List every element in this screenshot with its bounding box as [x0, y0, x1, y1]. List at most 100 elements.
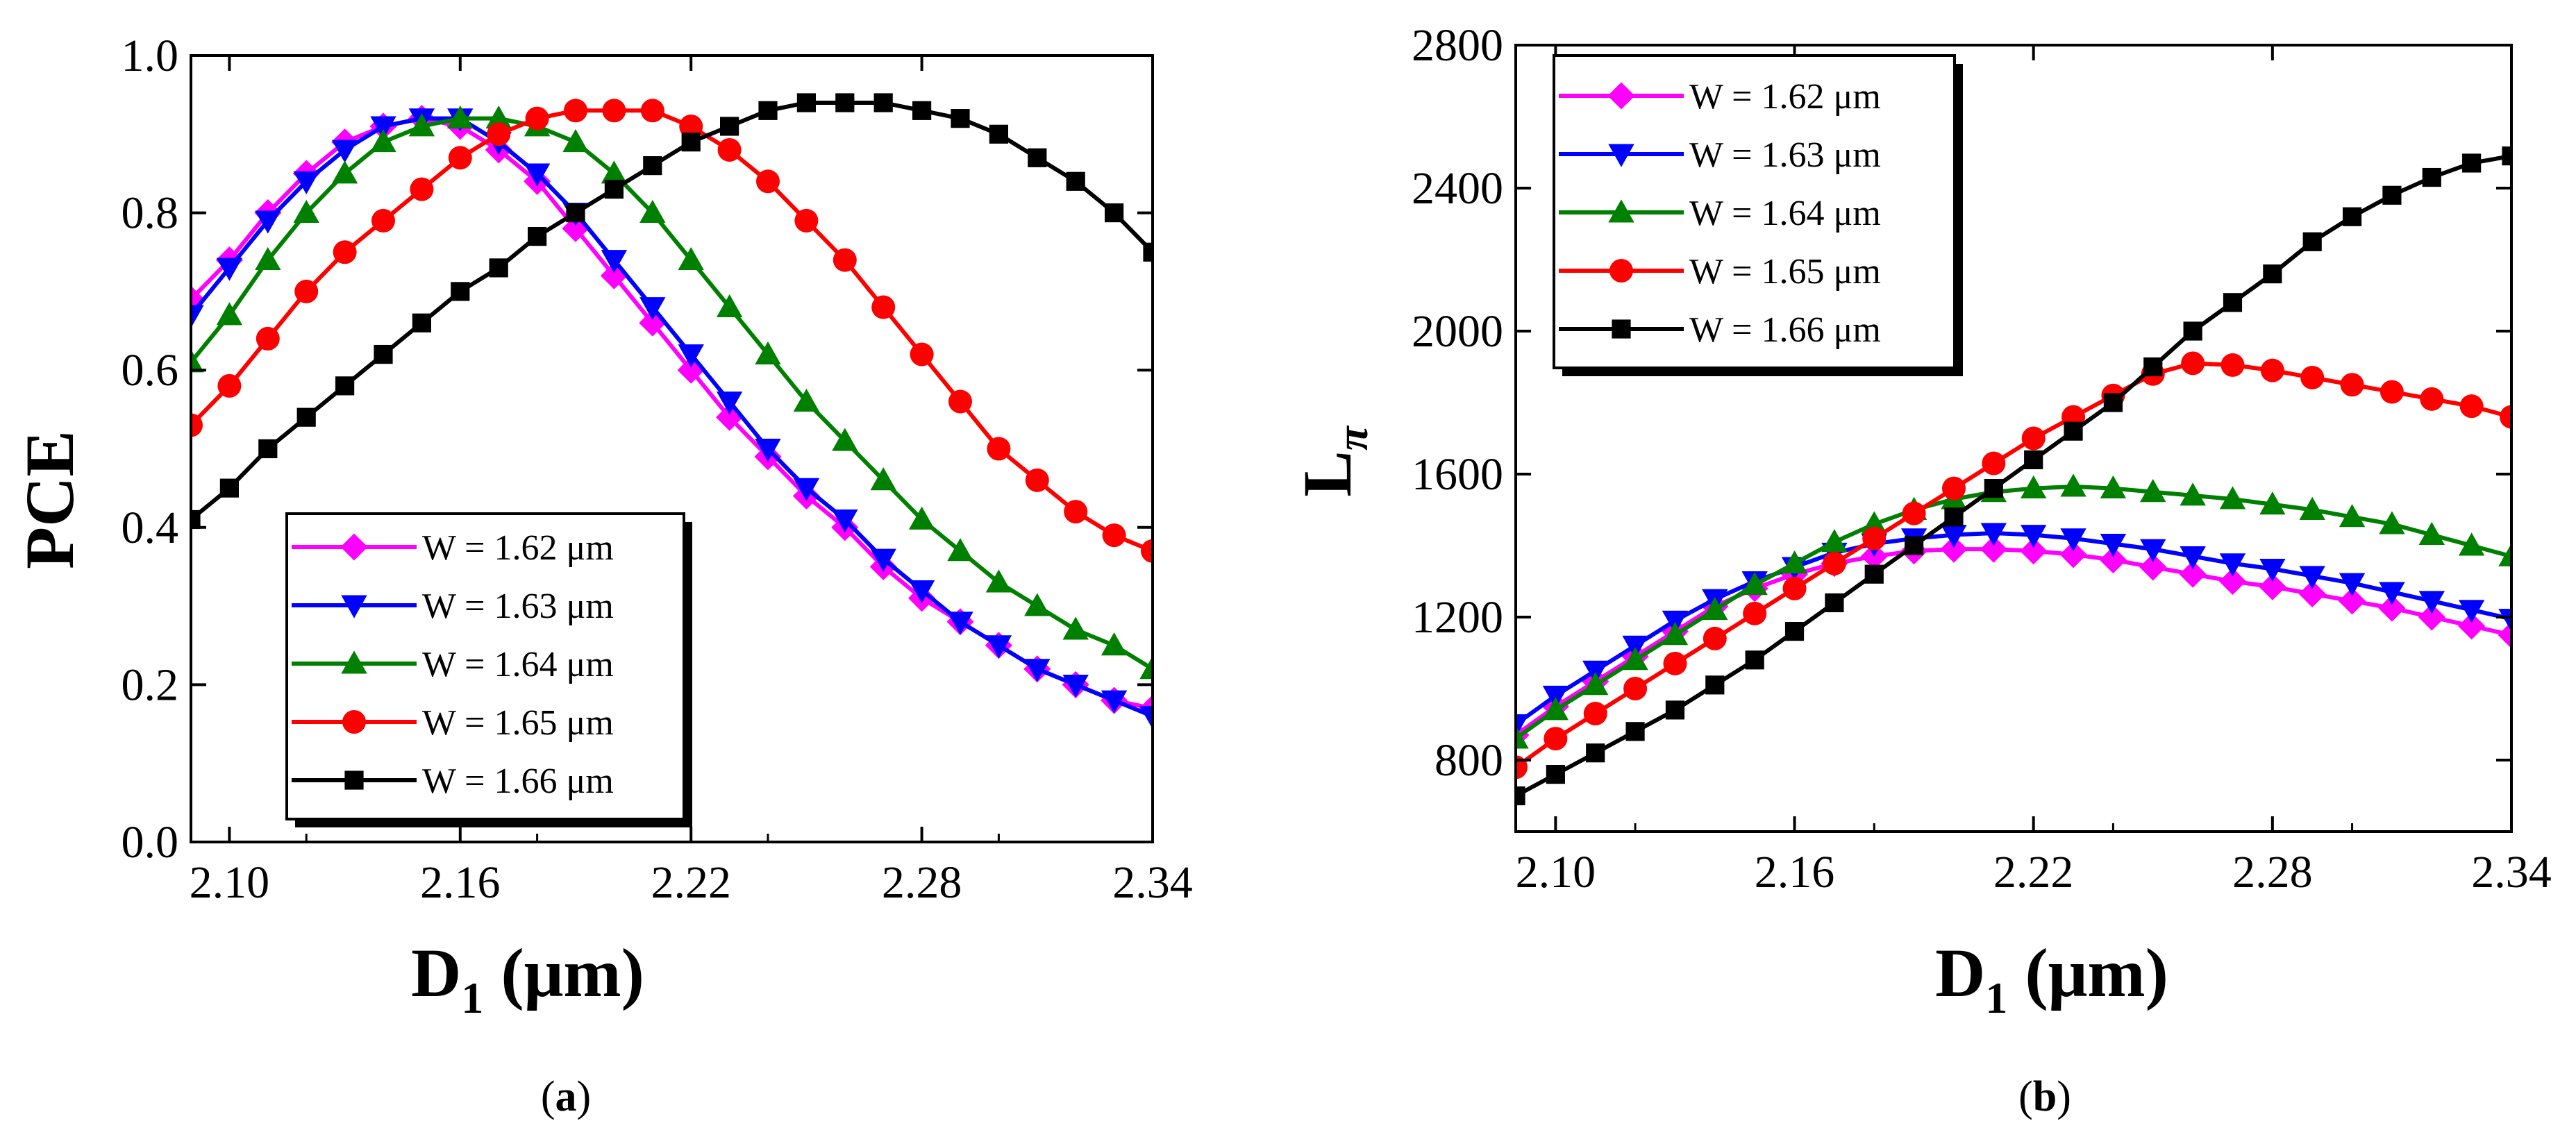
y-axis-label-a: PCE	[11, 430, 88, 569]
legend-label: W = 1.64 μm	[422, 645, 614, 684]
data-point	[947, 538, 973, 562]
data-point	[2103, 393, 2123, 412]
data-point	[487, 122, 511, 146]
data-point	[2020, 475, 2047, 499]
data-point	[1544, 727, 1568, 751]
data-point	[331, 140, 358, 163]
data-point	[255, 246, 281, 271]
data-point	[293, 199, 319, 224]
data-point	[255, 210, 281, 234]
data-point	[2220, 353, 2245, 377]
data-point	[758, 101, 778, 120]
x-axis-label-a: D1 (μm)	[411, 934, 644, 1022]
y-tick-label: 0.2	[122, 659, 179, 710]
data-point	[2059, 541, 2087, 568]
data-point	[602, 99, 626, 123]
data-point	[873, 93, 893, 112]
data-point	[1662, 622, 1689, 646]
data-point	[1141, 539, 1153, 563]
data-point	[2024, 450, 2043, 469]
panel-a-pce-chart: 2.10 2.16 2.22 2.28 2.34 0.0 0.2 0.4 0.6 0.8 1.0 P…	[11, 31, 1193, 1120]
legend-item-1: W = 1.62 μm	[292, 528, 614, 568]
data-point	[370, 128, 396, 153]
data-point	[1705, 675, 1725, 695]
data-point	[219, 478, 239, 498]
y-tick-label: 0.6	[122, 345, 179, 396]
data-point	[2219, 486, 2246, 509]
data-point	[1139, 656, 1153, 680]
data-point	[2339, 573, 2366, 596]
legend-marker	[344, 770, 364, 790]
data-point	[1024, 659, 1051, 682]
data-point	[217, 373, 242, 398]
data-point	[1583, 702, 1607, 726]
legend-item-4: W = 1.65 μm	[1559, 252, 1881, 292]
data-point	[985, 569, 1012, 593]
data-point	[1101, 632, 1128, 656]
legend-item-2: W = 1.63 μm	[292, 587, 614, 626]
series-line	[1516, 361, 2511, 769]
legend-label: W = 1.64 μm	[1689, 194, 1881, 233]
data-point	[2422, 167, 2441, 187]
data-point	[1028, 148, 1047, 167]
y-tick-label: 0.4	[122, 503, 179, 553]
legend-shadow-b	[1955, 64, 1963, 376]
legend-marker	[340, 533, 368, 561]
plot-area-a	[190, 54, 1154, 843]
data-point	[2418, 591, 2445, 614]
data-point	[2060, 473, 2086, 497]
data-point	[562, 128, 589, 153]
series-group	[191, 93, 1153, 730]
data-point	[1066, 171, 1085, 191]
data-point	[678, 344, 704, 368]
data-point	[1702, 597, 1728, 621]
data-point	[947, 612, 973, 635]
data-point	[832, 509, 858, 533]
data-point	[1941, 476, 1966, 500]
legend-marker	[341, 650, 367, 674]
data-point	[191, 349, 204, 373]
data-point	[2299, 566, 2325, 589]
data-point	[639, 297, 666, 321]
data-point	[1024, 593, 1051, 616]
data-point	[871, 295, 896, 319]
y-tick-label: 1200	[1412, 592, 1503, 643]
data-point	[2340, 373, 2364, 397]
series-3	[191, 105, 1153, 680]
data-point	[1940, 535, 1968, 563]
data-point	[835, 93, 855, 112]
data-point	[2379, 511, 2405, 534]
y-tick-label: 2000	[1412, 306, 1503, 357]
data-point	[912, 101, 932, 120]
data-point	[794, 208, 819, 233]
data-point	[1741, 571, 1768, 596]
data-point	[2418, 521, 2445, 545]
data-point	[717, 137, 742, 162]
y-tick-label: 0.8	[122, 188, 179, 239]
y-tick-label: 1.0	[122, 31, 179, 81]
data-point	[2299, 496, 2325, 520]
data-point	[910, 342, 934, 367]
data-point	[1025, 468, 1049, 492]
data-point	[2339, 587, 2366, 615]
data-point	[2180, 546, 2206, 570]
data-point	[1542, 697, 1569, 721]
data-point	[191, 413, 203, 437]
data-point	[333, 240, 357, 264]
data-point	[2458, 612, 2486, 640]
legend-label: W = 1.63 μm	[1689, 135, 1881, 175]
panel-caption-b: (b)	[2018, 1073, 2071, 1120]
data-point	[1663, 651, 1687, 675]
data-point	[1516, 725, 1529, 749]
legend-item-3: W = 1.64 μm	[1559, 194, 1881, 233]
data-point	[716, 294, 743, 318]
data-point	[216, 302, 243, 326]
data-point	[2500, 405, 2511, 429]
data-point	[1586, 743, 1605, 763]
data-point	[1745, 650, 1764, 670]
data-point	[448, 146, 472, 170]
data-point	[793, 478, 820, 501]
panel-b-lpi-chart: 2.10 2.16 2.22 2.28 2.34 800 1200 1600 2000 2400 2…	[1289, 20, 2552, 1120]
legend-item-3: W = 1.64 μm	[292, 645, 614, 684]
legend-marker	[1609, 259, 1633, 283]
